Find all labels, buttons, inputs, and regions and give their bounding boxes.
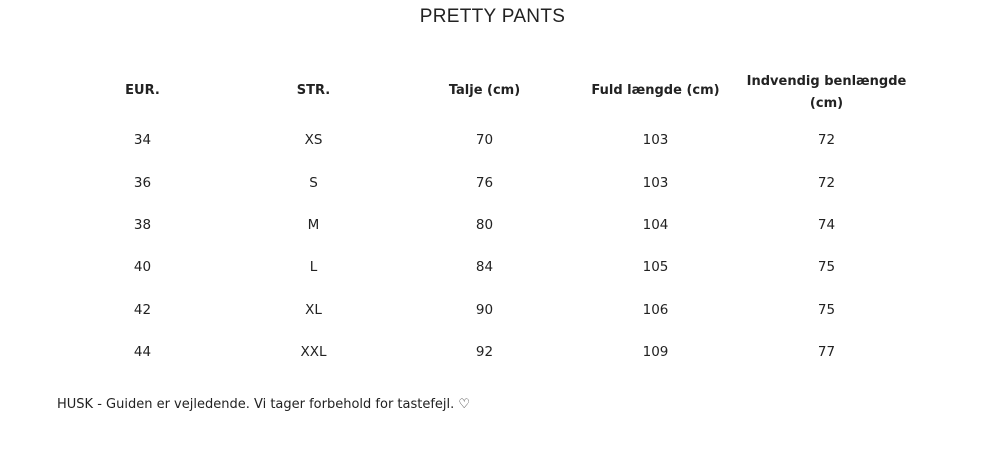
table-row: 44 XXL 92 109 77 <box>57 331 912 373</box>
header-fuld-laengde: Fuld længde (cm) <box>591 82 720 98</box>
table-cell: 75 <box>817 259 836 276</box>
table-row: 40 L 84 105 75 <box>57 246 912 288</box>
table-row: 36 S 76 103 72 <box>57 161 912 203</box>
table-cell: 74 <box>817 216 836 233</box>
table-cell: 42 <box>133 301 152 318</box>
table-cell: 109 <box>642 344 669 361</box>
header-indvendig-benlaengde: Indvendig benlængde (cm) <box>746 73 907 111</box>
table-cell: 90 <box>475 301 494 318</box>
table-cell: XS <box>304 132 323 149</box>
table-cell: 80 <box>475 216 494 233</box>
table-cell: 106 <box>642 301 669 318</box>
table-row: 34 XS 70 103 72 <box>57 119 912 161</box>
table-cell: M <box>307 216 320 233</box>
table-cell: 84 <box>475 259 494 276</box>
table-cell: 70 <box>475 132 494 149</box>
disclaimer-note: HUSK - Guiden er vejledende. Vi tager fo… <box>57 397 471 412</box>
table-cell: XL <box>305 301 322 318</box>
table-cell: XXL <box>300 344 327 361</box>
table-cell: 104 <box>642 216 669 233</box>
table-cell: 103 <box>642 132 669 149</box>
table-cell: 75 <box>817 301 836 318</box>
table-cell: 72 <box>817 174 836 191</box>
table-cell: 92 <box>475 344 494 361</box>
page-title: PRETTY PANTS <box>419 6 566 27</box>
table-cell: 72 <box>817 132 836 149</box>
header-str: STR. <box>296 82 331 98</box>
table-cell: 40 <box>133 259 152 276</box>
table-cell: 76 <box>475 174 494 191</box>
table-cell: 77 <box>817 344 836 361</box>
table-cell: S <box>309 174 318 191</box>
table-row: 38 M 80 104 74 <box>57 204 912 246</box>
table-cell: 44 <box>133 344 152 361</box>
table-cell: 38 <box>133 216 152 233</box>
size-chart-table: EUR. STR. Talje (cm) Fuld længde (cm) In… <box>57 62 912 373</box>
table-cell: 34 <box>133 132 152 149</box>
table-cell: 105 <box>642 259 669 276</box>
table-cell: L <box>309 259 318 276</box>
table-row: 42 XL 90 106 75 <box>57 289 912 331</box>
table-cell: 103 <box>642 174 669 191</box>
table-cell: 36 <box>133 174 152 191</box>
header-talje: Talje (cm) <box>448 82 521 98</box>
table-header-row: EUR. STR. Talje (cm) Fuld længde (cm) In… <box>57 62 912 119</box>
header-eur: EUR. <box>125 82 160 98</box>
